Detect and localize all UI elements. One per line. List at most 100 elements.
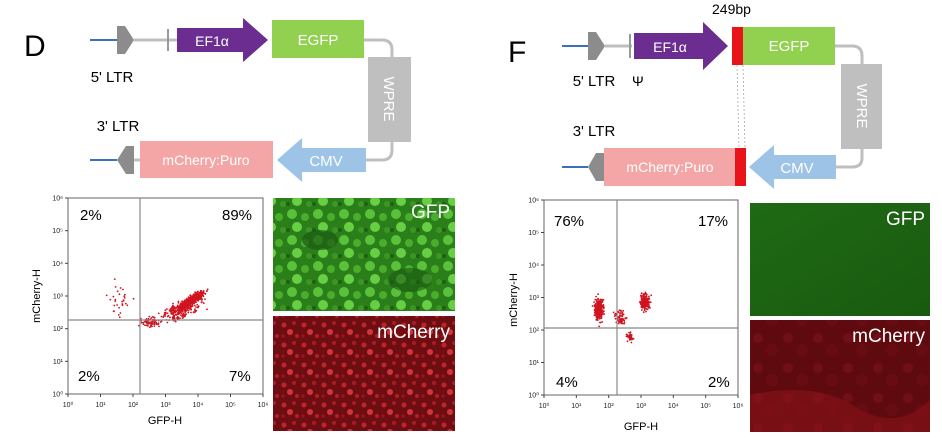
panel-f-mcherry-label: mCherry:Puro — [626, 159, 713, 175]
panel-f-dot — [595, 300, 598, 303]
panel-d-dot — [174, 320, 177, 323]
panel-f-dot — [646, 298, 648, 301]
panel-f-y-tick-label: 10⁴ — [528, 263, 539, 270]
panel-f-dot — [601, 301, 604, 303]
panel-f-gfp-image — [750, 203, 930, 316]
panel-f-dot — [644, 296, 647, 299]
panel-f-dot — [626, 335, 628, 338]
panel-d-dot — [114, 300, 117, 302]
panel-f-mcherry-box — [604, 148, 735, 186]
panel-d-dot — [148, 315, 151, 318]
panel-d-dot — [197, 290, 199, 293]
panel-d-dot — [119, 312, 122, 314]
panel-f-dot — [626, 340, 629, 343]
panel-f-dot — [632, 337, 634, 340]
panel-d-y-axis-ticks: 10⁰ 10¹ 10² 10³ 10⁴ 10⁵ 10⁶ — [52, 196, 68, 399]
panel-f-insert-link-2 — [742, 64, 746, 149]
panel-d-dot — [190, 300, 193, 303]
panel-d-dot — [166, 321, 169, 324]
panel-f-dot — [612, 311, 615, 314]
panel-f-flow-plot: 10⁰ 10¹ 10² 10³ 10⁴ 10⁵ 10⁶ 10⁰ 10¹ 10² 10³ 10⁴ 10⁵… — [508, 198, 743, 434]
panel-d-dot — [123, 297, 126, 299]
panel-f-dot — [601, 310, 604, 312]
panel-f-dot — [600, 308, 603, 311]
panel-d-dot — [138, 324, 140, 327]
panel-d-y-axis-label: mCherry-H — [31, 269, 43, 323]
panel-d-mcherry-label: mCherry — [377, 322, 450, 343]
panel-d-ltr5-label: 5' LTR — [91, 69, 134, 86]
panel-f-dot — [593, 304, 596, 307]
panel-d-dot — [116, 290, 119, 293]
panel-d-dot — [172, 317, 175, 319]
panel-d-dot — [190, 308, 193, 311]
panel-d-dot — [196, 295, 199, 298]
panel-d-dot — [148, 326, 151, 329]
panel-f-dot — [622, 309, 625, 312]
panel-d-plot-frame — [67, 197, 264, 395]
panel-d-dot — [113, 278, 116, 280]
panel-d-dot — [180, 302, 182, 304]
panel-d-dot — [190, 298, 193, 301]
panel-d-dot — [166, 308, 168, 310]
panel-d-dot — [195, 309, 198, 312]
panel-d-dot — [158, 325, 160, 328]
panel-d-ef1a-label: EF1α — [195, 33, 229, 49]
panel-d-dot — [191, 300, 194, 303]
panel-d-dot-cloud — [105, 278, 209, 329]
panel-f-dot — [641, 301, 643, 304]
panel-d-dot — [160, 315, 163, 318]
panel-d-dot — [180, 312, 183, 315]
panel-d-dot — [118, 293, 121, 296]
panel-d-dot — [185, 313, 188, 315]
panel-d-dot — [189, 299, 191, 302]
panel-d-dot — [153, 316, 156, 319]
panel-f-mcherry-bright-region — [750, 390, 930, 432]
panel-d-dot — [112, 295, 115, 298]
panel-f-dot — [640, 296, 642, 298]
panel-f-insert-size: 249bp — [712, 1, 751, 17]
panel-d-dot — [176, 306, 178, 309]
panel-d-dot — [182, 307, 185, 310]
panel-d-x-axis-ticks: 10⁰ 10¹ 10² 10³ 10⁴ 10⁵ 10⁶ — [63, 394, 268, 409]
panel-d-dot — [171, 307, 174, 310]
panel-f-dot — [593, 301, 595, 303]
panel-d-dot — [193, 294, 196, 297]
panel-f-dot — [617, 310, 620, 313]
panel-f-dot — [596, 302, 599, 305]
panel-d-dot — [189, 302, 192, 305]
panel-d-dot — [170, 311, 173, 314]
panel-d-x-axis-label: GFP-H — [148, 415, 182, 427]
panel-f-dot — [593, 308, 596, 311]
panel-d-dot — [116, 304, 118, 306]
panel-d-dot — [180, 303, 183, 306]
panel-f-x-tick-label: 10¹ — [571, 403, 582, 410]
panel-f-dot — [613, 315, 616, 318]
panel-f-dot — [625, 333, 628, 336]
panel-d-dot — [132, 297, 135, 300]
panel-f-dot — [601, 321, 604, 323]
panel-d-dot — [150, 321, 153, 323]
panel-f-dot — [627, 336, 630, 339]
panel-d-y-tick-label: 10³ — [53, 294, 64, 301]
panel-f-x-tick-label: 10⁵ — [700, 403, 711, 410]
panel-f-insert-link-1 — [736, 64, 740, 149]
panel-d-dot — [153, 325, 156, 327]
panel-f-dot — [648, 295, 650, 298]
panel-f-dot — [598, 312, 601, 315]
panel-f-dot — [591, 305, 594, 307]
panel-f-y-tick-label: 10³ — [529, 295, 540, 302]
panel-f-dot — [598, 311, 601, 314]
panel-d-x-tick-label: 10⁴ — [193, 402, 204, 409]
panel-d-x-tick-label: 10¹ — [95, 402, 106, 409]
panel-f-x-tick-label: 10⁴ — [668, 403, 679, 410]
panel-d-dot — [113, 304, 116, 307]
panel-d-gfp-dark-region — [302, 230, 338, 250]
panel-d-dot — [121, 303, 124, 305]
panel-f-dot — [603, 313, 606, 315]
panel-d-dot — [202, 291, 205, 294]
panel-f-dot — [618, 316, 620, 319]
panel-d-dot — [194, 291, 197, 294]
panel-f-dot — [595, 316, 598, 319]
panel-d-dot — [204, 298, 206, 300]
panel-f-dot — [646, 305, 648, 308]
